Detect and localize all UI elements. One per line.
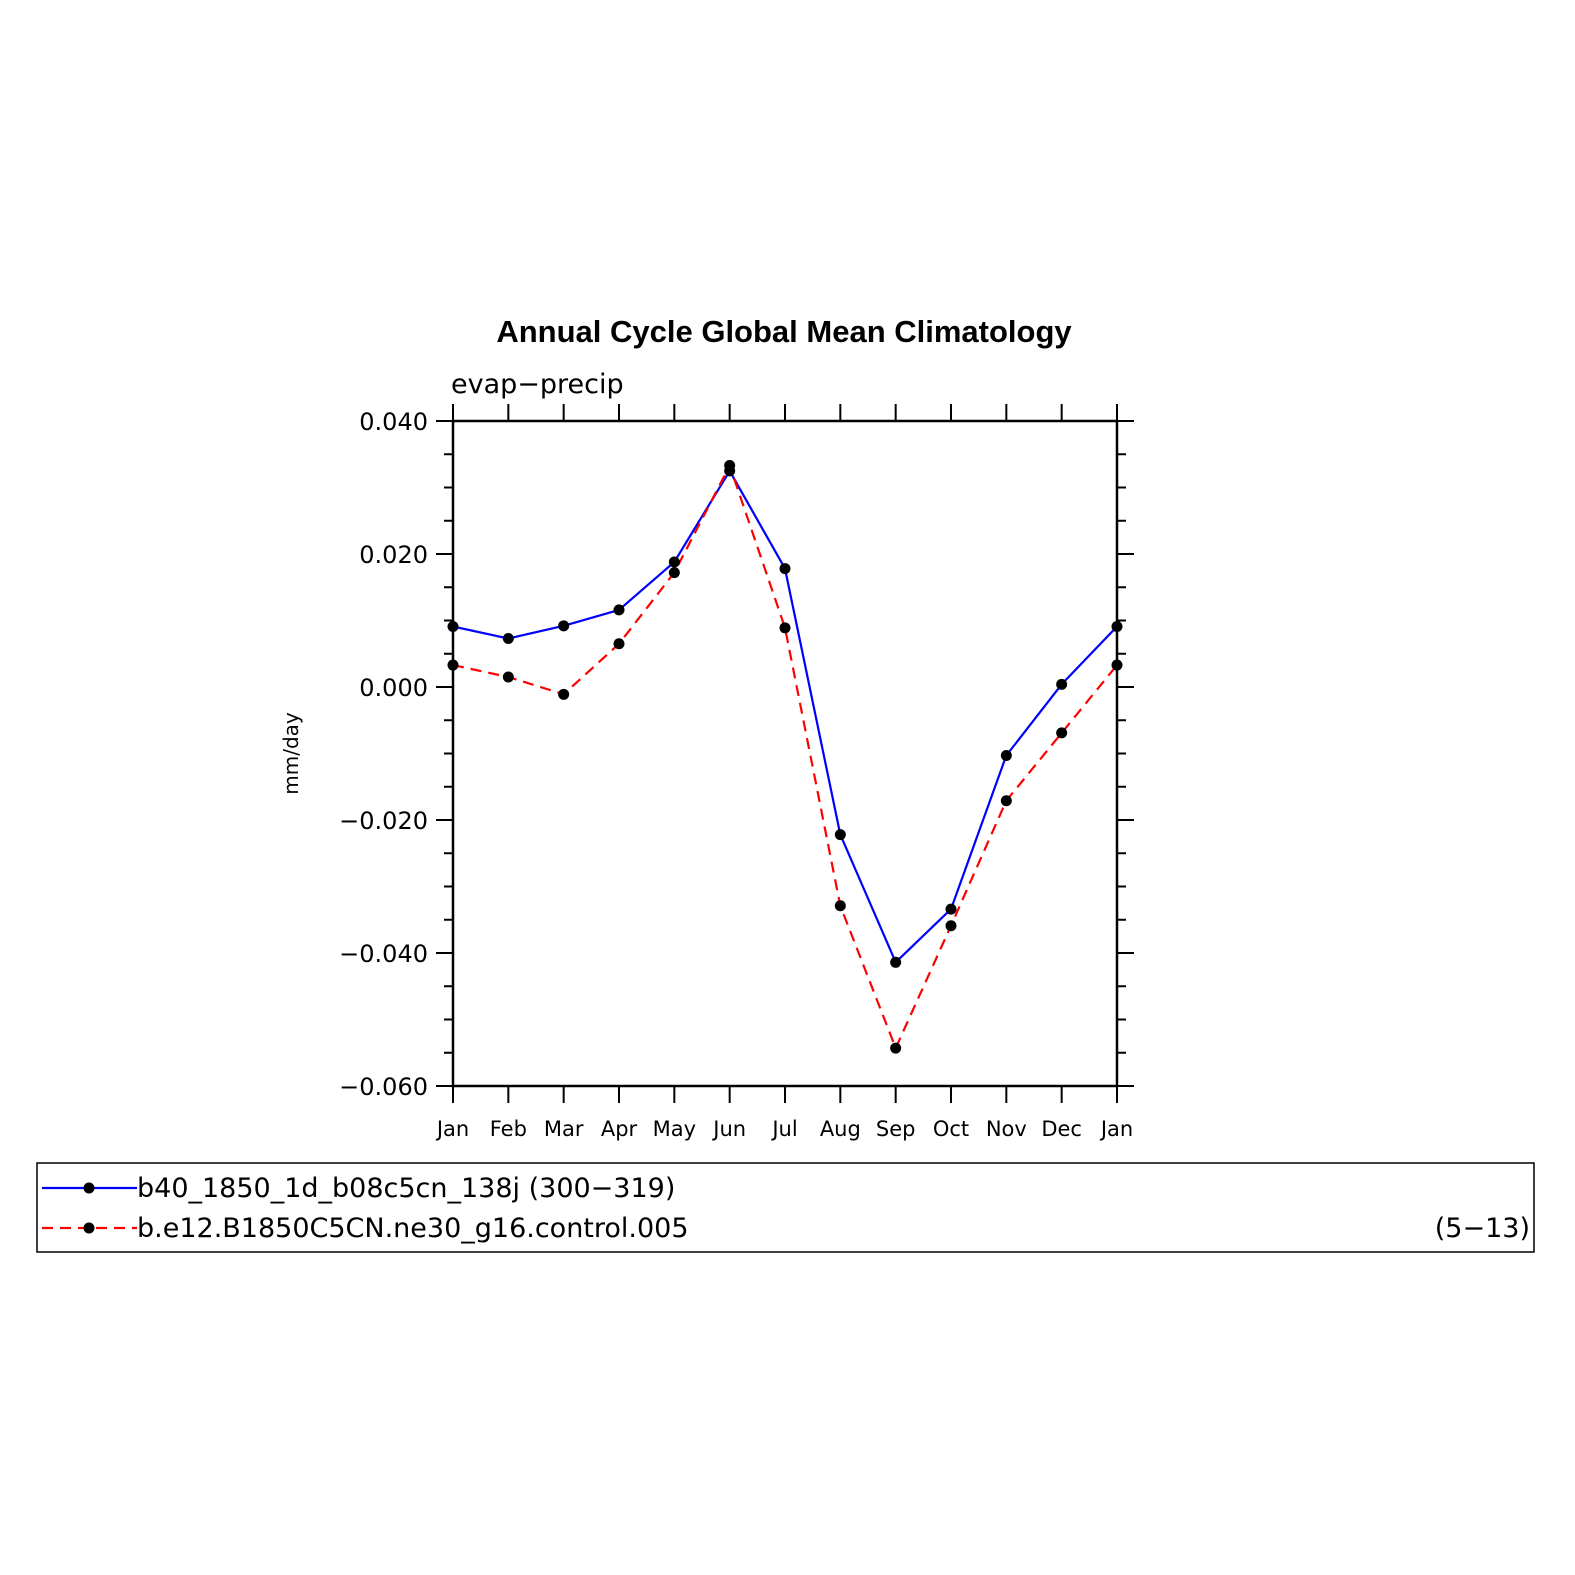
legend-box <box>36 1162 1535 1253</box>
series-1-point <box>558 620 570 632</box>
series-1-point <box>668 556 680 568</box>
y-tick-label: −0.020 <box>339 807 428 835</box>
y-tick-label: 0.020 <box>359 541 428 569</box>
series-layer <box>447 460 1123 1054</box>
series-1-point <box>613 604 625 616</box>
series-2-point <box>613 638 625 650</box>
y-tick-label: −0.040 <box>339 940 428 968</box>
series-2-line <box>452 464 1118 1050</box>
x-tick-label: Jan <box>435 1117 469 1141</box>
legend-label-series-2-suffix: (5−13) <box>1435 1213 1530 1244</box>
x-tick-label: Mar <box>544 1117 584 1141</box>
series-2-point <box>724 460 736 472</box>
chart-subtitle: evap−precip <box>451 369 624 400</box>
x-tick-label: Jun <box>711 1117 746 1141</box>
chart-title: Annual Cycle Global Mean Climatology <box>496 314 1072 349</box>
series-1-point <box>945 903 957 915</box>
x-tick-label: Aug <box>820 1117 861 1141</box>
y-tick-label: −0.060 <box>339 1073 428 1101</box>
plot-frame <box>451 419 1119 1088</box>
x-tick-label: Apr <box>601 1117 638 1141</box>
series-1-point <box>447 620 459 632</box>
series-2-point <box>1000 795 1012 807</box>
legend: b40_1850_1d_b08c5cn_138j (300−319) b.e12… <box>36 1162 1535 1253</box>
series-2-point <box>558 688 570 700</box>
x-tick-label: Nov <box>986 1117 1027 1141</box>
legend-marker-series-2 <box>83 1222 95 1234</box>
series-2-point <box>1111 659 1123 671</box>
legend-marker-series-1 <box>83 1182 95 1194</box>
x-tick-label: Feb <box>490 1117 527 1141</box>
x-tick-label: Sep <box>876 1117 916 1141</box>
series-2-point <box>834 900 846 912</box>
series-2-point <box>447 659 459 671</box>
y-tick-label: 0.000 <box>359 674 428 702</box>
x-tick-label: Jul <box>770 1117 797 1141</box>
y-tick-label: 0.040 <box>359 408 428 436</box>
x-tick-label: May <box>653 1117 696 1141</box>
series-1-line <box>452 469 1118 964</box>
series-1-point <box>779 563 791 575</box>
y-axis-label: mm/day <box>279 712 303 795</box>
series-2-point <box>502 671 514 683</box>
series-1-point <box>834 829 846 841</box>
series-1-point <box>502 632 514 644</box>
series-2-point <box>1056 727 1068 739</box>
y-ticks: 0.040 0.020 0.000 −0.020 −0.040 −0.060 <box>339 408 1134 1101</box>
series-2-point <box>890 1042 902 1054</box>
x-ticks: Jan Feb Mar Apr May Jun Jul Aug Sep Oct Nov Dec Jan <box>435 404 1133 1141</box>
x-tick-label: Jan <box>1099 1117 1133 1141</box>
series-1-point <box>1056 678 1068 690</box>
x-tick-label: Dec <box>1041 1117 1082 1141</box>
series-2-point <box>945 920 957 932</box>
series-1-point <box>890 956 902 968</box>
series-2-point <box>668 567 680 579</box>
x-tick-label: Oct <box>933 1117 969 1141</box>
series-1-point <box>1111 620 1123 632</box>
legend-label-series-1: b40_1850_1d_b08c5cn_138j (300−319) <box>137 1173 675 1204</box>
series-2-point <box>779 622 791 634</box>
series-1-point <box>1000 749 1012 761</box>
legend-label-series-2: b.e12.B1850C5CN.ne30_g16.control.005 <box>137 1213 689 1244</box>
